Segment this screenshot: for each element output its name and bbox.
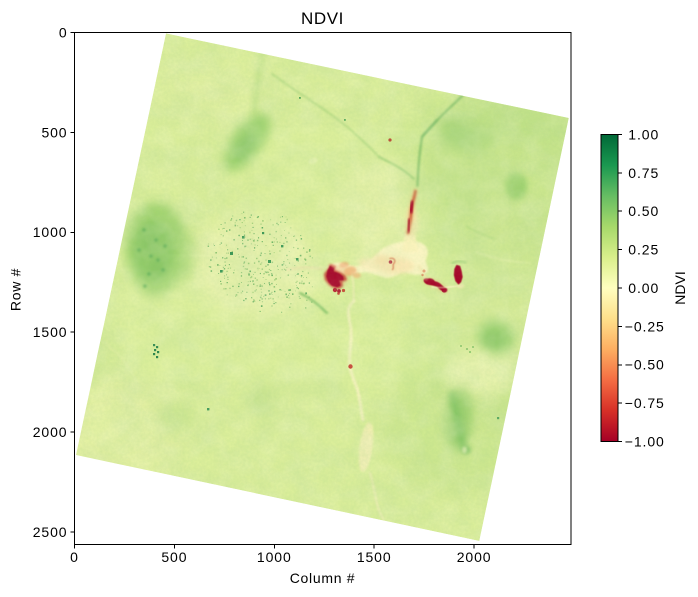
svg-text:500: 500	[161, 549, 187, 565]
svg-text:2500: 2500	[33, 524, 68, 540]
svg-text:NDVI: NDVI	[301, 9, 344, 28]
svg-text:−0.50: −0.50	[625, 357, 665, 373]
svg-text:0: 0	[70, 549, 79, 565]
svg-text:Column #: Column #	[290, 570, 356, 586]
svg-text:1500: 1500	[33, 324, 68, 340]
svg-text:1.00: 1.00	[628, 126, 659, 142]
svg-text:0.50: 0.50	[628, 203, 659, 219]
svg-text:0: 0	[59, 24, 68, 40]
svg-text:0.25: 0.25	[628, 242, 659, 258]
svg-text:−0.25: −0.25	[625, 318, 665, 334]
svg-text:−1.00: −1.00	[625, 433, 665, 449]
svg-text:−0.75: −0.75	[625, 395, 665, 411]
svg-text:2000: 2000	[33, 424, 68, 440]
svg-text:0.00: 0.00	[628, 280, 659, 296]
svg-text:0.75: 0.75	[628, 165, 659, 181]
svg-text:1000: 1000	[257, 549, 292, 565]
svg-text:NDVI: NDVI	[672, 271, 688, 304]
svg-text:2000: 2000	[457, 549, 492, 565]
svg-text:1000: 1000	[33, 224, 68, 240]
svg-text:Row #: Row #	[8, 268, 24, 311]
svg-text:500: 500	[41, 124, 67, 140]
svg-text:1500: 1500	[357, 549, 392, 565]
